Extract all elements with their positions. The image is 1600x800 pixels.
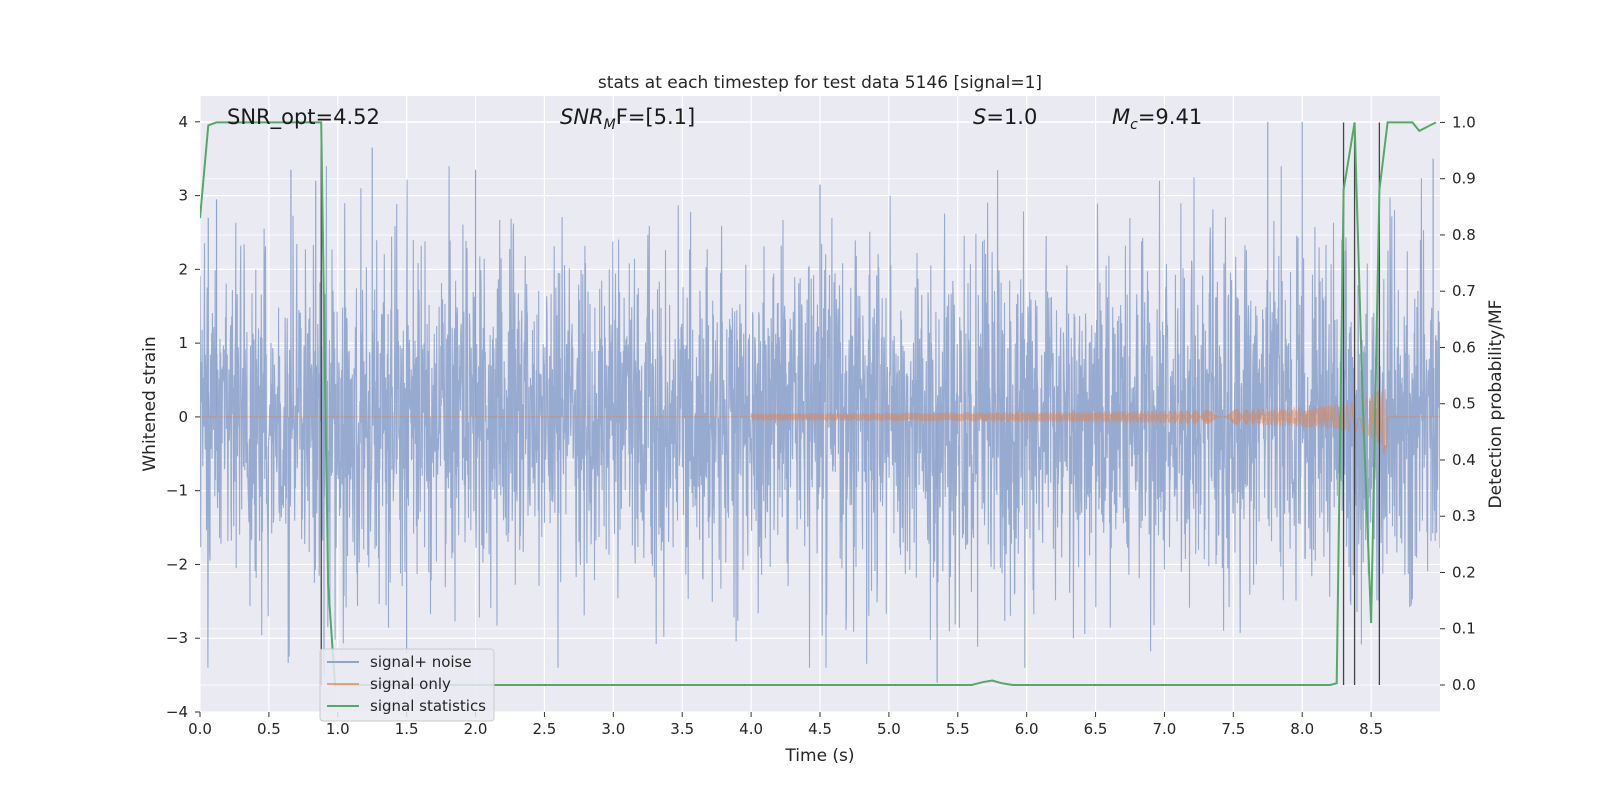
x-tick-label-17: 8.5: [1359, 720, 1383, 738]
y2-tick-label-4: 0.4: [1452, 451, 1476, 469]
x-tick-label-2: 1.0: [326, 720, 350, 738]
legend-label-signal-only: signal only: [370, 675, 451, 693]
annotation-mc-sub: c: [1130, 117, 1138, 133]
x-tick-label-15: 7.5: [1221, 720, 1245, 738]
y2-tick-label-9: 0.9: [1452, 170, 1476, 188]
annotation-s-main: S: [973, 105, 986, 129]
y-tick-label-5: 1: [178, 334, 188, 352]
x-tick-label-9: 4.5: [808, 720, 832, 738]
legend: signal+ noise signal only signal statist…: [319, 648, 495, 722]
legend-label-signal-noise: signal+ noise: [370, 653, 472, 671]
x-tick-label-12: 6.0: [1015, 720, 1039, 738]
annotation-snr-mf-rest: F=[5.1]: [616, 105, 695, 129]
annotation-mc-rest: =9.41: [1138, 105, 1202, 129]
y-tick-label-8: 4: [178, 113, 188, 131]
y2-tick-label-10: 1.0: [1452, 113, 1476, 131]
x-axis-label: Time (s): [784, 746, 854, 766]
series-line-signal-statistics: [200, 121, 1437, 686]
y-axis-label: Whitened strain: [140, 336, 160, 471]
x-tick-label-5: 2.5: [533, 720, 557, 738]
y2-tick-label-3: 0.3: [1452, 507, 1476, 525]
y-axis-ticks: −4 −3 −2 −1 0 1 2 3 4: [166, 113, 200, 721]
y-tick-label-1: −3: [166, 629, 188, 647]
x-tick-label-0: 0.0: [188, 720, 212, 738]
annotation-snr-mf-main: SNR: [560, 105, 604, 129]
x-tick-label-8: 4.0: [739, 720, 763, 738]
y2-tick-label-6: 0.6: [1452, 338, 1476, 356]
annotation-snr-opt: SNR_opt=4.52: [227, 105, 380, 130]
x-tick-label-1: 0.5: [257, 720, 281, 738]
x-tick-label-16: 8.0: [1290, 720, 1314, 738]
x-axis-ticks: 0.0 0.5 1.0 1.5 2.0 2.5 3.0 3.5 4.0 4.5 5.0 5.5 6.0 6…: [188, 712, 1383, 738]
series-line-signal-noise: [200, 166, 1440, 668]
y2-tick-label-8: 0.8: [1452, 226, 1476, 244]
y2-axis-ticks: 0.0 0.1 0.2 0.3 0.4 0.5 0.6 0.7 0.8 0.9 1.0: [1440, 113, 1476, 694]
y2-tick-label-2: 0.2: [1452, 563, 1476, 581]
legend-label-signal-statistics: signal statistics: [370, 697, 486, 715]
series-line-signal-only: [200, 389, 1440, 455]
annotation-mc-main: M: [1112, 105, 1130, 129]
x-tick-label-10: 5.0: [877, 720, 901, 738]
x-tick-label-13: 6.5: [1084, 720, 1108, 738]
chart-title: stats at each timestep for test data 514…: [598, 73, 1042, 93]
y-tick-label-2: −2: [166, 555, 188, 573]
series-layer: [200, 121, 1440, 686]
y2-axis-label: Detection probability/MF: [1486, 300, 1506, 509]
y2-tick-label-1: 0.1: [1452, 620, 1476, 638]
legend-box: [319, 648, 495, 722]
x-tick-label-14: 7.0: [1153, 720, 1177, 738]
y-tick-label-4: 0: [178, 408, 188, 426]
x-tick-label-3: 1.5: [395, 720, 419, 738]
y-tick-label-3: −1: [166, 482, 188, 500]
y-tick-label-7: 3: [178, 187, 188, 205]
annotation-snr-mf: SNRMF=[5.1]: [560, 105, 695, 133]
x-tick-label-7: 3.5: [670, 720, 694, 738]
y2-tick-label-7: 0.7: [1452, 282, 1476, 300]
x-tick-label-4: 2.0: [464, 720, 488, 738]
annotation-snr-mf-sub: M: [604, 117, 616, 133]
y-tick-label-0: −4: [166, 703, 188, 721]
annotation-s: S=1.0: [973, 105, 1037, 129]
x-tick-label-6: 3.0: [601, 720, 625, 738]
y2-tick-label-0: 0.0: [1452, 676, 1476, 694]
x-tick-label-11: 5.5: [946, 720, 970, 738]
y-tick-label-6: 2: [178, 260, 188, 278]
y2-tick-label-5: 0.5: [1452, 395, 1476, 413]
annotation-mc: Mc=9.41: [1112, 105, 1202, 133]
annotation-s-rest: =1.0: [986, 105, 1037, 129]
